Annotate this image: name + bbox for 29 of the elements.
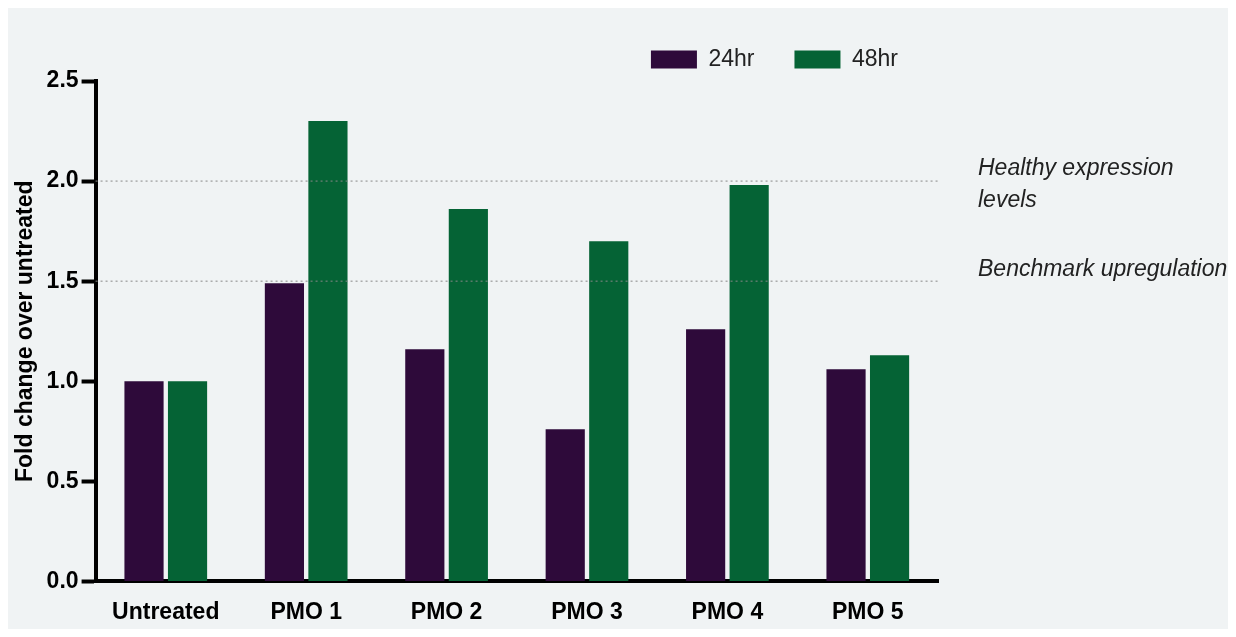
bar bbox=[405, 349, 445, 581]
y-tick-label: 0.0 bbox=[46, 566, 79, 593]
x-tick-label: PMO 5 bbox=[832, 597, 904, 624]
bar bbox=[729, 185, 769, 581]
legend-label: 48hr bbox=[851, 44, 899, 71]
legend-label: 24hr bbox=[708, 44, 755, 71]
bar bbox=[545, 429, 585, 581]
bar bbox=[869, 355, 910, 581]
y-tick-label: 1.5 bbox=[46, 266, 79, 293]
x-tick-label: PMO 4 bbox=[691, 597, 764, 624]
x-tick-label: PMO 1 bbox=[270, 597, 343, 624]
bar bbox=[124, 381, 164, 581]
ref-line-label: Healthy expression levels bbox=[978, 154, 1174, 213]
bar bbox=[589, 241, 629, 581]
bar bbox=[264, 283, 304, 581]
y-tick-label: 2.5 bbox=[46, 66, 79, 93]
ref-line-label: Benchmark upregulation bbox=[978, 254, 1228, 281]
y-tick-label: 1.0 bbox=[46, 366, 79, 393]
bar bbox=[826, 369, 866, 581]
y-axis-title: Fold change over untreated bbox=[11, 180, 38, 482]
x-tick-label: Untreated bbox=[112, 597, 220, 624]
x-tick-label: PMO 2 bbox=[410, 597, 483, 624]
y-tick-label: 2.0 bbox=[46, 166, 79, 193]
x-tick-label: PMO 3 bbox=[551, 597, 623, 624]
y-tick-label: 0.5 bbox=[46, 466, 79, 493]
bar bbox=[686, 329, 726, 581]
bar bbox=[308, 121, 348, 581]
bar bbox=[167, 381, 208, 581]
bar bbox=[448, 209, 488, 581]
